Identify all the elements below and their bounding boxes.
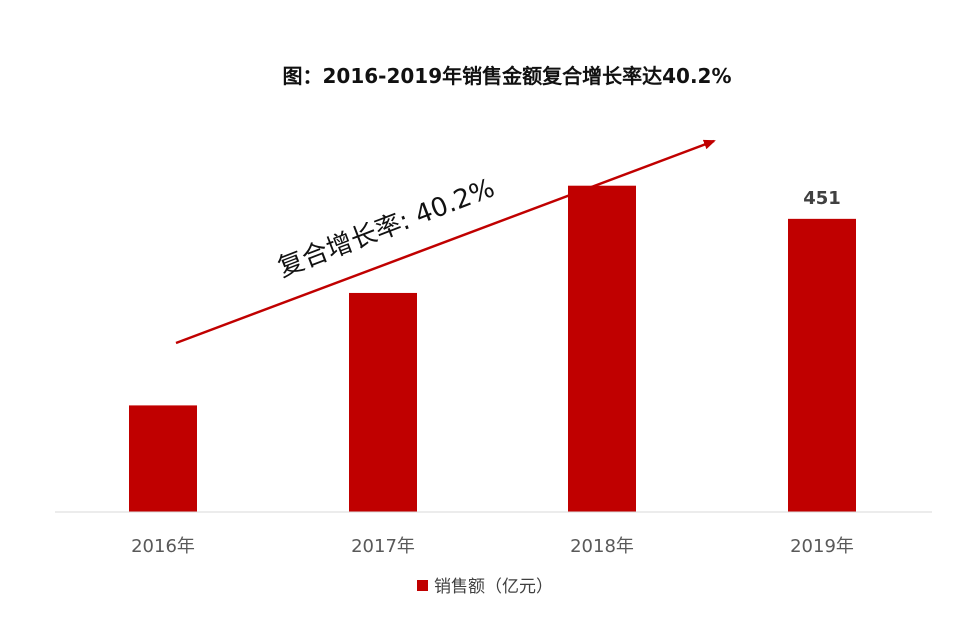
legend-label: 销售额（亿元）: [434, 577, 553, 597]
trend-arrow: [175, 139, 716, 345]
chart-title: 图：2016-2019年销售金额复合增长率达40.2%: [282, 64, 731, 88]
x-tick-label-0: 2016年: [131, 536, 195, 557]
x-tick-label-2: 2018年: [570, 536, 634, 557]
x-tick-label-3: 2019年: [790, 536, 854, 557]
legend-swatch: [417, 580, 428, 591]
bar-3: [788, 218, 856, 512]
data-label-3: 451: [803, 188, 841, 209]
bars-group: [129, 185, 856, 512]
bar-2: [568, 185, 636, 512]
legend: 销售额（亿元）: [417, 577, 553, 597]
data-labels-group: 451: [803, 188, 841, 209]
bar-0: [129, 405, 197, 512]
growth-annotation: 复合增长率: 40.2%: [274, 173, 499, 283]
bar-1: [349, 292, 417, 512]
x-ticks-group: 2016年 2017年 2018年 2019年: [131, 536, 854, 557]
x-tick-label-1: 2017年: [351, 536, 415, 557]
